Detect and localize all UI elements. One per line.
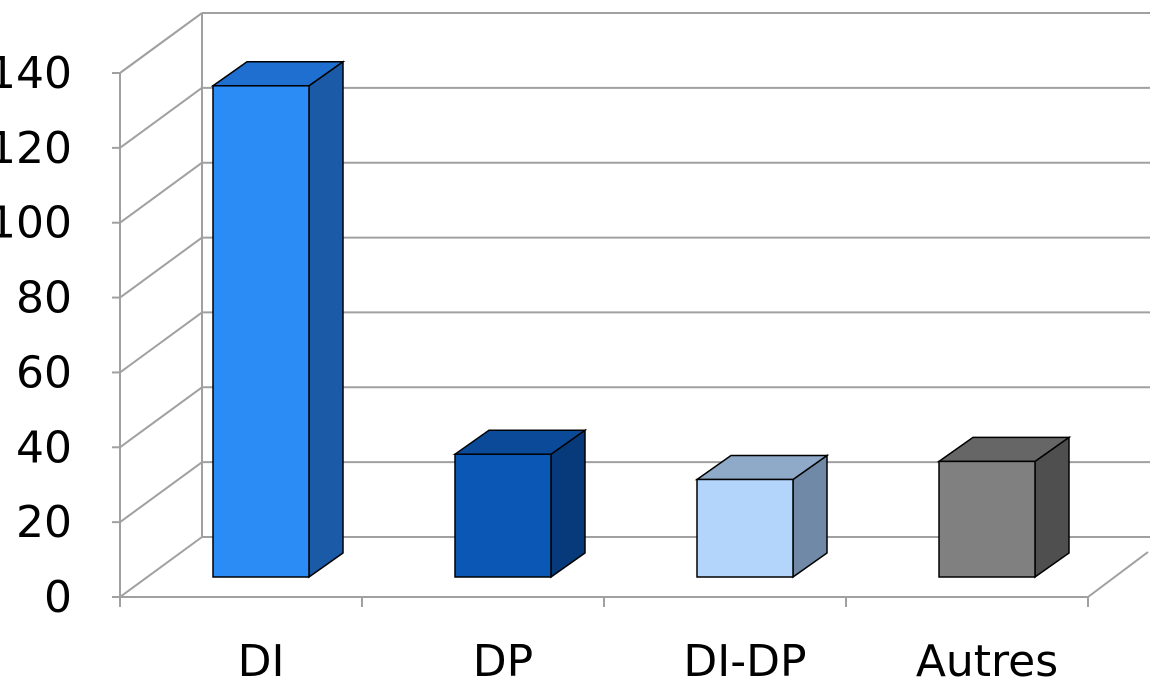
y-axis-ticks: 0 20 40 60 80 100 120 140 [0, 48, 72, 623]
gridline-diagonal [119, 536, 203, 598]
gridline-diagonal-top [119, 12, 203, 74]
y-tick-label: 0 [44, 572, 72, 623]
x-category-label: DP [473, 636, 533, 687]
grid-layer [112, 12, 1150, 607]
gridline-diagonal [119, 311, 203, 374]
x-category-label: DI-DP [683, 636, 806, 687]
bar-di [210, 60, 346, 579]
y-tick-label: 40 [16, 422, 72, 473]
bar-front [696, 478, 794, 578]
y-tick-label: 80 [16, 273, 72, 324]
bars-layer [210, 60, 1072, 579]
y-tick-label: 20 [16, 497, 72, 548]
bar-side [308, 60, 344, 579]
y-tick-label: 120 [0, 123, 72, 174]
y-tick-label: 60 [16, 347, 72, 398]
y-tick-label: 140 [0, 48, 72, 99]
gridline-diagonal [119, 386, 203, 449]
gridline-diagonal [119, 461, 203, 523]
bar-dp [452, 428, 588, 579]
gridline-diagonal [119, 236, 203, 299]
gridline-diagonal [119, 87, 203, 149]
bar-side [550, 428, 586, 579]
bar-front [938, 460, 1036, 578]
x-category-label: Autres [916, 636, 1058, 687]
bar-di-dp [694, 454, 830, 579]
x-category-label: DI [238, 636, 285, 687]
floor-right-edge [1087, 551, 1149, 598]
y-tick-label: 100 [0, 198, 72, 249]
bar-front [212, 85, 310, 578]
bar-autres [936, 435, 1072, 579]
x-axis-categories: DI DP DI-DP Autres [238, 636, 1059, 687]
bar-front [454, 453, 552, 578]
gridline-diagonal [119, 161, 203, 224]
